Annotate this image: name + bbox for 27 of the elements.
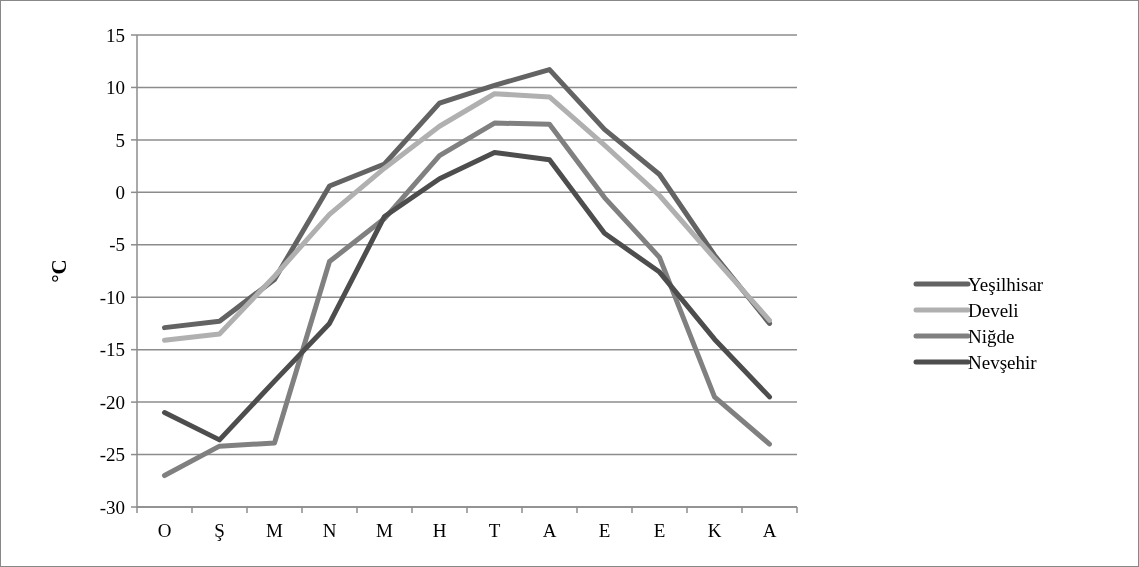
y-tick-label: 10 (106, 77, 125, 99)
y-tick-label: 5 (115, 129, 125, 151)
legend-label: Nevşehir (968, 351, 1038, 373)
y-tick-label: -25 (99, 444, 125, 466)
y-tick-label: -5 (109, 234, 125, 256)
x-tick-label: K (707, 520, 722, 541)
y-tick-label: -15 (99, 339, 125, 361)
x-tick-label: A (542, 520, 557, 541)
x-tick-label: T (488, 520, 501, 541)
legend-label: Niğde (968, 325, 1015, 347)
x-tick-label: E (653, 520, 666, 541)
y-tick-label: 15 (106, 24, 125, 46)
x-tick-label: N (322, 520, 337, 541)
y-axis-title: °C (47, 259, 71, 283)
x-tick-label: E (598, 520, 611, 541)
legend-label: Yeşilhisar (968, 273, 1044, 295)
y-tick-label: -30 (99, 496, 125, 518)
x-tick-label: O (157, 520, 172, 541)
x-tick-label: M (376, 520, 394, 541)
x-tick-label: Ş (214, 520, 225, 541)
legend-label: Develi (968, 299, 1019, 321)
y-tick-label: -20 (99, 391, 125, 413)
x-tick-label: H (432, 520, 447, 541)
x-tick-label: M (266, 520, 284, 541)
y-tick-label: -10 (99, 286, 125, 308)
y-tick-label: 0 (115, 181, 125, 203)
x-tick-label: A (762, 520, 777, 541)
